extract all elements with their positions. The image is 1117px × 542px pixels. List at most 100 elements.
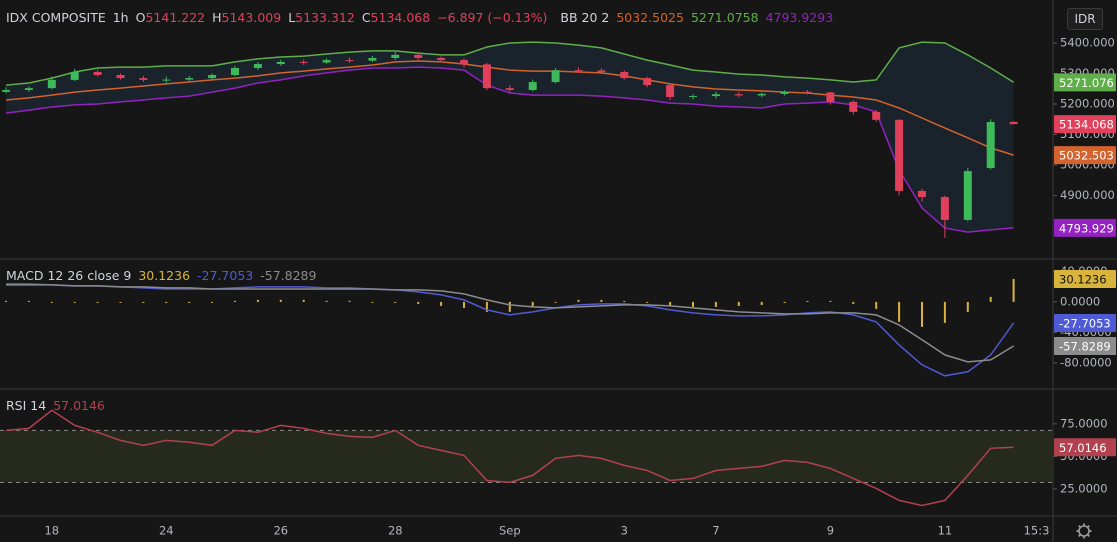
histogram-bar [279, 299, 282, 302]
ohlc-label: O [135, 10, 146, 25]
histogram-bar [531, 301, 534, 307]
candle-body [70, 71, 79, 80]
candle-body [826, 92, 835, 102]
candle-body [47, 79, 56, 89]
candle-body [986, 121, 995, 169]
x-tick-label: 15:3 [1024, 524, 1050, 538]
candle-body [505, 88, 514, 90]
histogram-bar [463, 301, 465, 308]
histogram-bar [508, 301, 511, 312]
x-tick-label: 26 [273, 524, 288, 538]
last-value-label: 5032.503 [1059, 149, 1114, 163]
candle-body [460, 60, 468, 65]
ohlc-label: L [288, 10, 296, 25]
indicator-line [6, 283, 1015, 377]
candle-body [620, 71, 629, 79]
ohlc-label: C [361, 10, 371, 25]
histogram-bar [348, 300, 351, 302]
y-tick-label: -80.0000 [1060, 355, 1112, 369]
histogram-bar [165, 301, 168, 303]
candle-body [139, 78, 148, 80]
candle-body [231, 68, 239, 76]
indicator-line [5, 409, 1014, 507]
candle-body [93, 71, 102, 76]
candle-body [940, 197, 949, 220]
indicator-title: RSI 14 [6, 398, 47, 413]
candle-body [757, 93, 766, 96]
x-tick-label: Sep [499, 524, 521, 538]
x-tick-label: 7 [712, 524, 719, 538]
indicator-name: BB 20 2 [560, 10, 610, 25]
candle-body [963, 171, 972, 220]
histogram-bar [875, 301, 878, 309]
last-value-box [1054, 438, 1116, 457]
histogram-bar [829, 300, 832, 302]
last-value-box [1054, 314, 1116, 333]
candle-body [414, 54, 423, 58]
histogram-bar [966, 301, 969, 312]
price-legend: IDX COMPOSITE 1h O5141.222 H5143.009 L5133.3… [6, 10, 833, 25]
candle-body [345, 60, 354, 62]
candle-body [368, 57, 377, 61]
histogram-bar [921, 301, 923, 327]
histogram-bar [142, 301, 145, 303]
band-line [5, 41, 1014, 86]
ohlc-item: O5141.222 [136, 10, 206, 25]
last-value-label: 5271.076 [1059, 76, 1114, 90]
histogram-bar [73, 301, 76, 303]
histogram-bar [623, 300, 626, 302]
candle-body [666, 85, 675, 97]
gear-tooth [1086, 533, 1090, 537]
indicator-line [6, 284, 1014, 363]
candle-body [597, 70, 606, 72]
histogram-bar [714, 301, 717, 307]
interval: 1h [112, 10, 129, 25]
candle-body [872, 111, 881, 120]
last-value-label: 4793.929 [1059, 221, 1114, 235]
indicator-value: 5032.5025 [616, 10, 684, 25]
histogram-bar [5, 300, 7, 302]
histogram-bar [440, 301, 443, 306]
ohlc-item: L5133.312 [288, 10, 355, 25]
ohlc-value: 5143.009 [221, 10, 282, 25]
histogram-bar [852, 301, 855, 304]
candle-body [208, 75, 217, 79]
macd-legend: MACD 12 26 close 9 30.1236 -27.7053 -57.828… [6, 268, 316, 283]
gear-tooth [1078, 533, 1082, 537]
candle-body [116, 75, 125, 79]
histogram-bar [325, 300, 328, 302]
y-tick-label: 5200.000 [1060, 96, 1115, 110]
candle-body [391, 54, 400, 58]
candle-body [551, 70, 560, 83]
last-value-box [1054, 73, 1116, 92]
histogram-bar [211, 301, 214, 303]
y-tick-label: 0.0000 [1060, 294, 1100, 308]
y-tick-label: 5400.000 [1060, 36, 1115, 50]
band-fill [6, 42, 1014, 233]
histogram-bar [577, 299, 580, 302]
ohlc-label: H [212, 10, 222, 25]
histogram-bar [394, 301, 397, 303]
candle-body [1009, 121, 1018, 125]
candle-body [895, 119, 904, 191]
histogram-bar [692, 301, 694, 307]
histogram-bar [119, 301, 122, 303]
y-tick-label: 25.0000 [1060, 481, 1108, 495]
settings-icon[interactable] [1076, 523, 1092, 539]
candle-body [185, 78, 194, 80]
candle-body [437, 57, 446, 61]
last-value-box [1054, 336, 1116, 355]
last-value-box [1054, 115, 1116, 134]
histogram-bar [600, 299, 603, 302]
candle-body [849, 101, 858, 112]
last-value-label: -57.8289 [1059, 339, 1111, 353]
candle-body [2, 89, 10, 92]
x-tick-label: 3 [621, 524, 628, 538]
band-line [5, 66, 1014, 233]
histogram-bar [256, 299, 259, 302]
currency-button[interactable]: IDR [1067, 8, 1103, 30]
histogram-bar [371, 301, 374, 303]
candle-body [276, 61, 285, 65]
